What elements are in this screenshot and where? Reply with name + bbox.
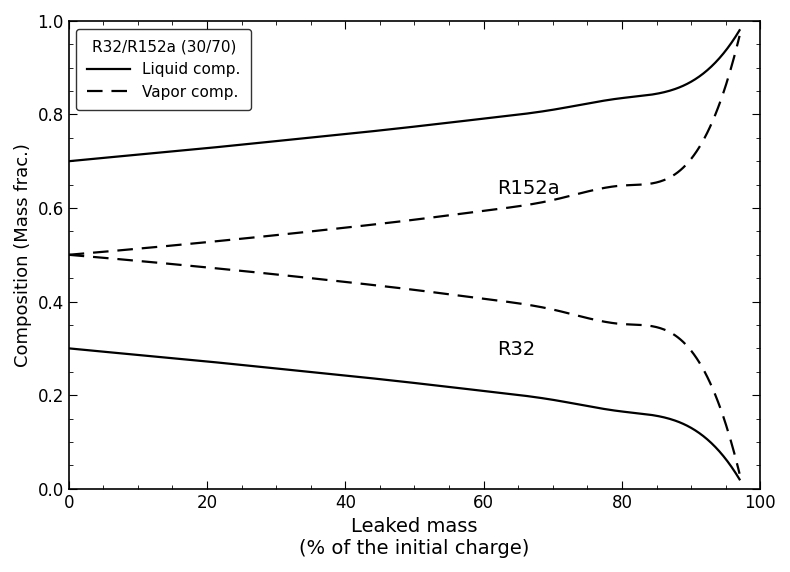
Text: R32: R32 — [498, 340, 536, 359]
Y-axis label: Composition (Mass frac.): Composition (Mass frac.) — [14, 143, 32, 367]
X-axis label: Leaked mass
(% of the initial charge): Leaked mass (% of the initial charge) — [299, 517, 529, 558]
Legend: Liquid comp., Vapor comp.: Liquid comp., Vapor comp. — [77, 29, 251, 110]
Text: R152a: R152a — [498, 179, 560, 198]
